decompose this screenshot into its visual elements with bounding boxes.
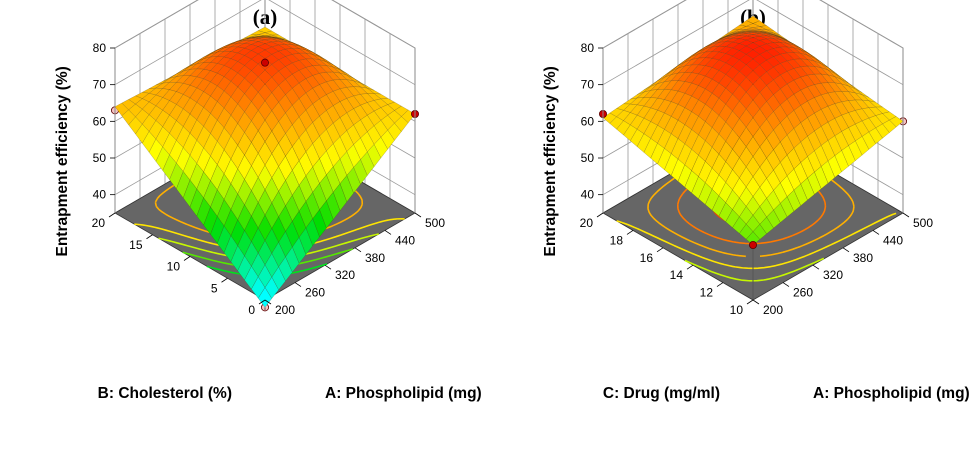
z-tick-label: 70 xyxy=(581,78,595,92)
z-tick-label: 60 xyxy=(581,114,595,128)
z-axis: 40 50 60 70 80 Entrapment efficiency (%) xyxy=(54,41,115,257)
x-axis-label: A: Phospholipid (mg) xyxy=(813,385,970,402)
x-tick-label: 200 xyxy=(275,303,295,317)
response-surface xyxy=(602,15,904,246)
y-tick-label: 12 xyxy=(700,286,714,300)
z-tick-label: 50 xyxy=(581,151,595,165)
y-tick-label: 5 xyxy=(211,281,218,295)
y-tick-label: 16 xyxy=(640,251,654,265)
y-tick-label: 18 xyxy=(610,233,624,247)
y-tick-label: 14 xyxy=(670,268,684,282)
z-tick-label: 80 xyxy=(581,41,595,55)
y-tick-label: 10 xyxy=(730,303,744,317)
y-axis-label: C: Drug (mg/ml) xyxy=(603,385,720,402)
z-tick-label: 70 xyxy=(93,78,107,92)
x-axis: 200 260 320 380 440 500 A: Phospholipid (mg) xyxy=(752,212,970,402)
y-tick-label: 20 xyxy=(580,216,594,230)
x-tick-label: 200 xyxy=(763,303,783,317)
y-tick-label: 15 xyxy=(129,238,143,252)
x-tick-label: 320 xyxy=(823,268,843,282)
x-tick-label: 440 xyxy=(883,233,903,247)
x-tick-label: 380 xyxy=(853,251,873,265)
response-surface xyxy=(114,26,416,308)
z-axis-label: Entrapment efficiency (%) xyxy=(542,66,559,256)
design-point xyxy=(748,240,757,249)
x-tick-label: 440 xyxy=(395,233,415,247)
x-tick-label: 260 xyxy=(793,286,813,300)
y-axis-label: B: Cholesterol (%) xyxy=(98,385,232,402)
x-tick-label: 500 xyxy=(425,216,445,230)
z-tick-label: 50 xyxy=(93,151,107,165)
z-tick-label: 40 xyxy=(581,188,595,202)
x-tick-label: 380 xyxy=(365,251,385,265)
y-tick-label: 10 xyxy=(167,260,181,274)
y-tick-label: 20 xyxy=(92,216,106,230)
y-axis: 0 5 10 15 20 B: Cholesterol (%) xyxy=(92,212,266,402)
surface-plot-a: (a) 40 50 60 70 80 Entrapment efficiency (%) 20… xyxy=(0,0,487,468)
x-tick-label: 500 xyxy=(913,216,933,230)
design-point xyxy=(260,58,269,67)
z-axis-label: Entrapment efficiency (%) xyxy=(54,66,71,256)
x-tick-label: 260 xyxy=(305,286,325,300)
z-axis: 40 50 60 70 80 Entrapment efficiency (%) xyxy=(542,41,603,257)
z-tick-label: 40 xyxy=(93,188,107,202)
y-tick-label: 0 xyxy=(248,303,255,317)
y-axis: 10 12 14 16 18 20 C: Drug (mg/ml) xyxy=(580,212,754,402)
z-tick-label: 60 xyxy=(93,114,107,128)
x-tick-label: 320 xyxy=(335,268,355,282)
x-axis-label: A: Phospholipid (mg) xyxy=(325,385,482,402)
x-axis: 200 260 320 380 440 500 A: Phospholipid (mg) xyxy=(264,212,482,402)
z-tick-label: 80 xyxy=(93,41,107,55)
